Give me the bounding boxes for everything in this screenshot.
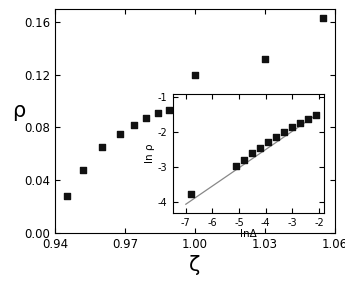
Point (118, 131, 123, 136)
Point (298, 121, 303, 125)
Point (80, 167, 86, 172)
Point (289, 125, 295, 129)
Point (274, 135, 279, 139)
Point (178, 108, 184, 112)
Point (131, 122, 137, 127)
Point (241, 157, 247, 162)
X-axis label: lnΔ: lnΔ (240, 229, 257, 239)
Point (250, 151, 255, 156)
Point (282, 129, 287, 134)
Y-axis label: ρ: ρ (12, 101, 25, 121)
Point (258, 146, 263, 150)
Point (64, 194, 70, 198)
Point (234, 163, 239, 168)
Y-axis label: ln ρ: ln ρ (145, 144, 155, 163)
Point (188, 191, 194, 196)
Point (143, 116, 149, 120)
Point (306, 117, 311, 121)
Point (320, 16, 326, 20)
Point (155, 110, 160, 115)
Point (99, 145, 105, 149)
Point (192, 72, 198, 77)
Point (314, 113, 319, 118)
Point (266, 140, 271, 144)
X-axis label: ζ: ζ (189, 255, 200, 275)
Point (262, 57, 267, 61)
Point (167, 108, 172, 112)
